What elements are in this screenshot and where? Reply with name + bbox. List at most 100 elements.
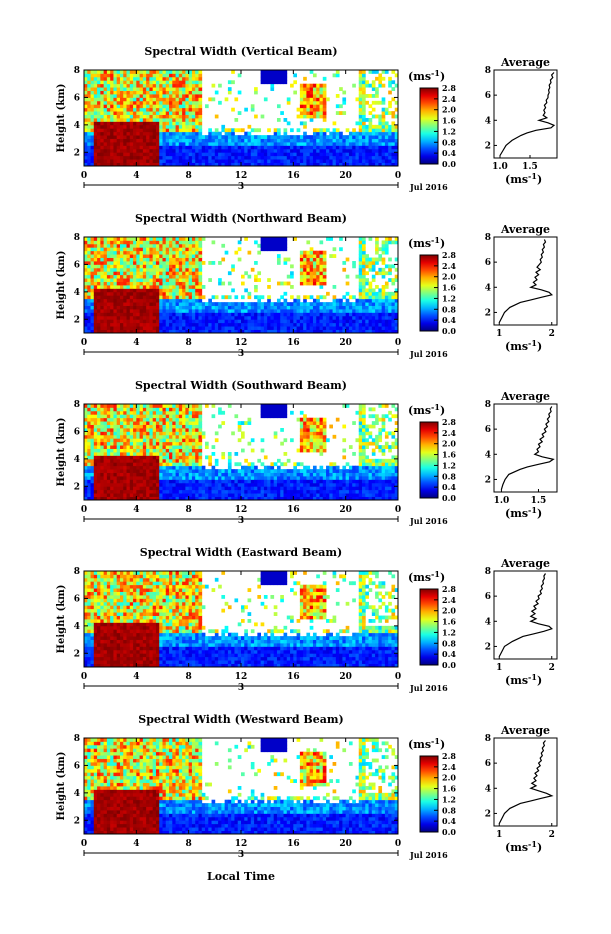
heatmap-cell — [326, 149, 330, 153]
heatmap-cell — [228, 152, 232, 156]
heatmap-cell — [179, 323, 183, 327]
heatmap-cell — [94, 316, 98, 320]
heatmap-cell — [117, 421, 121, 425]
heatmap-cell — [244, 326, 248, 330]
heatmap-cell — [248, 132, 252, 136]
heatmap-cell — [195, 125, 199, 129]
heatmap-cell — [136, 80, 140, 84]
heatmap-cell — [369, 104, 373, 108]
heatmap-cell — [362, 261, 366, 265]
heatmap-cell — [159, 302, 163, 306]
heatmap-cell — [264, 309, 268, 313]
heatmap-cell — [195, 493, 199, 497]
heatmap-cell — [166, 404, 170, 408]
heatmap-cell — [94, 493, 98, 497]
heatmap-cell — [208, 319, 212, 323]
heatmap-cell — [140, 268, 144, 272]
heatmap-cell — [385, 159, 389, 163]
heatmap-cell — [189, 431, 193, 435]
heatmap-cell — [149, 306, 153, 310]
heatmap-cell — [254, 91, 258, 95]
heatmap-cell — [182, 323, 186, 327]
heatmap-cell — [316, 104, 320, 108]
heatmap-cell — [365, 326, 369, 330]
heatmap-cell — [388, 128, 392, 132]
heatmap-cell — [176, 247, 180, 251]
heatmap-cell — [149, 237, 153, 241]
heatmap-cell — [120, 469, 124, 473]
heatmap-cell — [349, 326, 353, 330]
heatmap-cell — [153, 77, 157, 81]
heatmap-cell — [388, 295, 392, 299]
heatmap-cell — [97, 271, 101, 275]
heatmap-cell — [189, 323, 193, 327]
heatmap-cell — [117, 115, 121, 119]
heatmap-cell — [385, 135, 389, 139]
heatmap-cell — [127, 431, 131, 435]
heatmap-cell — [163, 101, 167, 105]
heatmap-cell — [97, 319, 101, 323]
heatmap-cell — [130, 247, 134, 251]
heatmap-cell — [136, 299, 140, 303]
heatmap-cell — [127, 469, 131, 473]
heatmap-cell — [87, 247, 91, 251]
heatmap-cell — [107, 309, 111, 313]
heatmap-cell — [133, 104, 137, 108]
heatmap-cell — [117, 490, 121, 494]
heatmap-cell — [127, 104, 131, 108]
heatmap-cell — [159, 94, 163, 98]
heatmap-cell — [369, 295, 373, 299]
heatmap-cell — [333, 295, 337, 299]
heatmap-cell — [94, 108, 98, 112]
heatmap-cell — [130, 288, 134, 292]
heatmap-cell — [143, 271, 147, 275]
heatmap-cell — [323, 77, 327, 81]
heatmap-cell — [97, 404, 101, 408]
heatmap-cell — [342, 111, 346, 115]
heatmap-cell — [146, 449, 150, 453]
heatmap-cell — [189, 295, 193, 299]
heatmap-cell — [136, 125, 140, 129]
heatmap-cell — [208, 312, 212, 316]
heatmap-cell — [156, 285, 160, 289]
heatmap-cell — [369, 152, 373, 156]
heatmap-cell — [117, 295, 121, 299]
heatmap-cell — [100, 452, 104, 456]
heatmap-cell — [172, 125, 176, 129]
heatmap-cell — [169, 94, 173, 98]
heatmap-cell — [189, 469, 193, 473]
heatmap-cell — [140, 115, 144, 119]
heatmap-cell — [231, 312, 235, 316]
heatmap-cell — [146, 493, 150, 497]
heatmap-cell — [293, 80, 297, 84]
heatmap-cell — [110, 479, 114, 483]
heatmap-cell — [97, 128, 101, 132]
heatmap-cell — [130, 159, 134, 163]
heatmap-cell — [169, 258, 173, 262]
heatmap-cell — [149, 142, 153, 146]
heatmap-cell — [113, 476, 117, 480]
heatmap-cell — [143, 309, 147, 313]
heatmap-cell — [195, 299, 199, 303]
heatmap-cell — [189, 407, 193, 411]
heatmap-cell — [385, 299, 389, 303]
heatmap-cell — [306, 159, 310, 163]
heatmap-cell — [130, 268, 134, 272]
heatmap-cell — [192, 418, 196, 422]
heatmap-cell — [123, 237, 127, 241]
heatmap-cell — [182, 271, 186, 275]
heatmap-cell — [110, 128, 114, 132]
heatmap-cell — [303, 145, 307, 149]
heatmap-cell — [149, 101, 153, 105]
heatmap-cell — [310, 149, 314, 153]
heatmap-cell — [146, 80, 150, 84]
heatmap-cell — [195, 97, 199, 101]
heatmap-cell — [169, 264, 173, 268]
heatmap-cell — [149, 466, 153, 470]
heatmap-cell — [192, 407, 196, 411]
heatmap-cell — [133, 118, 137, 122]
heatmap-cell — [300, 108, 304, 112]
heatmap-cell — [228, 323, 232, 327]
heatmap-cell — [107, 452, 111, 456]
heatmap-cell — [179, 438, 183, 442]
